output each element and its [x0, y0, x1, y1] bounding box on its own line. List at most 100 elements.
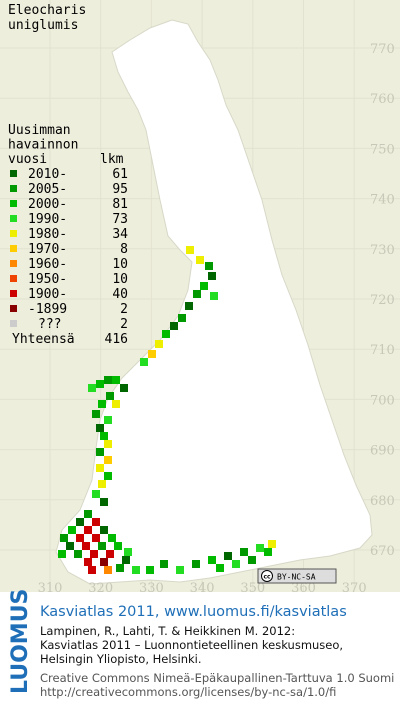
observation-square: [84, 526, 92, 534]
legend-swatch: [10, 200, 17, 207]
observation-square: [108, 534, 116, 542]
observation-square: [186, 246, 194, 254]
legend-label: 1950-: [28, 272, 67, 287]
observation-square: [96, 424, 104, 432]
license: Creative Commons Nimeä-Epäkaupallinen-Ta…: [40, 671, 394, 685]
observation-square: [74, 550, 82, 558]
observation-square: [185, 302, 193, 310]
east-label: 330: [139, 581, 164, 596]
legend-label: 2010-: [28, 167, 67, 182]
legend-count: 40: [112, 287, 128, 302]
observation-square: [106, 550, 114, 558]
headline: Kasviatlas 2011, www.luomus.fi/kasviatla…: [40, 604, 347, 620]
legend-count: 8: [120, 242, 128, 257]
north-label: 700: [370, 393, 395, 408]
east-labels: 310 320 330 340 350 360 370: [38, 581, 367, 596]
observation-square: [104, 566, 112, 574]
observation-square: [100, 432, 108, 440]
legend-label: 1990-: [28, 212, 67, 227]
observation-square: [200, 282, 208, 290]
north-label: 670: [370, 544, 395, 559]
legend-label: 2005-: [28, 182, 67, 197]
observation-square: [84, 558, 92, 566]
legend-label: 1900-: [28, 287, 67, 302]
observation-square: [92, 410, 100, 418]
license: http://creativecommons.org/licenses/by-n…: [40, 685, 336, 699]
observation-square: [112, 376, 120, 384]
observation-square: [216, 564, 224, 572]
north-label: 690: [370, 444, 395, 459]
legend-header: Uusimman: [8, 123, 71, 138]
north-label: 750: [370, 142, 395, 157]
observation-square: [98, 400, 106, 408]
observation-square: [92, 518, 100, 526]
observation-square: [104, 456, 112, 464]
observation-square: [104, 472, 112, 480]
observation-square: [132, 566, 140, 574]
observation-square: [88, 384, 96, 392]
observations: [58, 246, 276, 574]
legend-total-label: Yhteensä: [12, 332, 75, 347]
legend-label: 2000-: [28, 197, 67, 212]
observation-square: [100, 526, 108, 534]
observation-square: [178, 314, 186, 322]
observation-square: [155, 340, 163, 348]
observation-square: [248, 556, 256, 564]
observation-square: [170, 322, 178, 330]
observation-square: [160, 560, 168, 568]
legend-count-header: lkm: [100, 152, 124, 167]
observation-square: [208, 272, 216, 280]
legend-swatch: [10, 245, 17, 252]
observation-square: [210, 292, 218, 300]
observation-square: [232, 560, 240, 568]
observation-square: [68, 526, 76, 534]
license-badge: cc BY-NC-SA: [257, 568, 337, 584]
observation-square: [98, 480, 106, 488]
legend-count: 34: [112, 227, 128, 242]
legend-label: 1960-: [28, 257, 67, 272]
legend-swatch: [10, 275, 17, 282]
legend-swatch: [10, 215, 17, 222]
legend-swatch: [10, 260, 17, 267]
observation-square: [60, 534, 68, 542]
legend-label: 1970-: [28, 242, 67, 257]
observation-square: [92, 534, 100, 542]
title: uniglumis: [8, 18, 78, 33]
observation-square: [240, 548, 248, 556]
observation-square: [104, 416, 112, 424]
observation-square: [122, 556, 130, 564]
observation-square: [193, 290, 201, 298]
legend-count: 81: [112, 197, 128, 212]
legend-swatch: [10, 230, 17, 237]
legend-header: havainnon: [8, 138, 78, 153]
observation-square: [76, 518, 84, 526]
legend-count: 61: [112, 167, 128, 182]
citation: Lampinen, R., Lahti, T. & Heikkinen M. 2…: [40, 624, 295, 638]
observation-square: [120, 384, 128, 392]
badge-icon: [261, 570, 273, 582]
legend-label: ???: [38, 317, 61, 332]
legend-count: 2: [120, 317, 128, 332]
legend-count: 73: [112, 212, 128, 227]
north-label: 730: [370, 243, 395, 258]
legend-swatch: [10, 185, 17, 192]
legend-swatch: [10, 170, 17, 177]
legend-swatch: [10, 320, 17, 327]
legend-header: vuosi: [8, 152, 47, 167]
north-labels: 770 760 750 740 730 720 710 700 690 680 670: [370, 42, 395, 559]
legend-count: 95: [112, 182, 128, 197]
observation-square: [104, 440, 112, 448]
observation-square: [104, 376, 112, 384]
observation-square: [112, 400, 120, 408]
legend-count: 10: [112, 272, 128, 287]
observation-square: [96, 448, 104, 456]
legend-label: -1899: [28, 302, 67, 317]
north-label: 680: [370, 494, 395, 509]
observation-square: [84, 510, 92, 518]
observation-square: [66, 542, 74, 550]
observation-square: [90, 550, 98, 558]
legend-label: 1980-: [28, 227, 67, 242]
badge-icon-text: cc: [263, 574, 271, 581]
north-label: 760: [370, 92, 395, 107]
observation-square: [100, 498, 108, 506]
